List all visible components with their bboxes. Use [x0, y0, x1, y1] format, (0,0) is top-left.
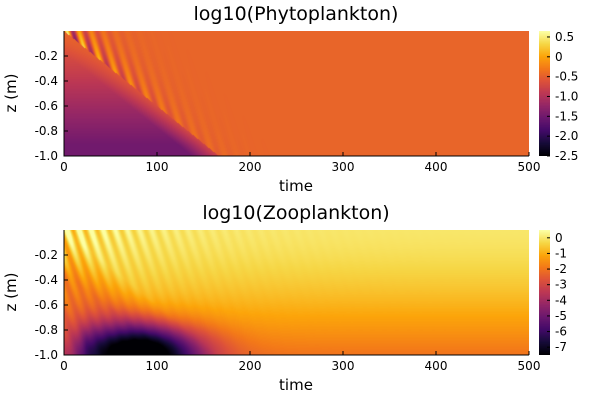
- zoo-colorbar: [539, 230, 550, 355]
- x-tick-label: 100: [146, 160, 169, 174]
- y-tick-label: -0.8: [35, 323, 58, 337]
- x-tick-label: 300: [332, 359, 355, 373]
- x-tick-label: 0: [60, 359, 68, 373]
- colorbar-tick-label: 0.5: [555, 30, 574, 44]
- colorbar-tick-label: -2.5: [555, 149, 578, 163]
- y-tick-label: -1.0: [35, 149, 58, 163]
- colorbar-tick-label: -6: [555, 325, 567, 339]
- zoo-x-ticks: 0 100 200 300 400 500: [60, 351, 540, 373]
- colorbar-tick-label: 0: [555, 50, 563, 64]
- y-tick-label: -0.4: [35, 74, 58, 88]
- colorbar-tick-label: -2.0: [555, 129, 578, 143]
- phyto-x-ticks: 0 100 200 300 400 500: [60, 152, 540, 174]
- colorbar-tick-label: -0.5: [555, 70, 578, 84]
- x-tick-label: 200: [239, 359, 262, 373]
- x-tick-label: 500: [518, 359, 541, 373]
- y-tick-label: -1.0: [35, 348, 58, 362]
- phyto-title: log10(Phytoplankton): [194, 3, 399, 25]
- zoo-heatmap: [64, 230, 529, 355]
- x-tick-label: 500: [518, 160, 541, 174]
- zoo-y-ticks: -0.2 -0.4 -0.6 -0.8 -1.0: [35, 248, 68, 362]
- zoo-panel: log10(Zooplankton) 0 100 200 300 400 500 -0.2…: [2, 202, 567, 394]
- y-tick-label: -0.6: [35, 298, 58, 312]
- x-tick-label: 400: [425, 359, 448, 373]
- x-tick-label: 200: [239, 160, 262, 174]
- zoo-xlabel: time: [279, 376, 313, 394]
- x-tick-label: 400: [425, 160, 448, 174]
- y-tick-label: -0.2: [35, 49, 58, 63]
- x-tick-label: 0: [60, 160, 68, 174]
- phyto-colorbar: [539, 31, 550, 156]
- y-tick-label: -0.2: [35, 248, 58, 262]
- colorbar-tick-label: -7: [555, 340, 567, 354]
- phyto-heatmap: [64, 31, 529, 156]
- colorbar-tick-label: -1.5: [555, 109, 578, 123]
- colorbar-tick-label: 0: [555, 231, 563, 245]
- zoo-ylabel: z (m): [2, 273, 20, 312]
- colorbar-tick-label: -1.0: [555, 89, 578, 103]
- phyto-ylabel: z (m): [2, 74, 20, 113]
- colorbar-tick-label: -4: [555, 293, 567, 307]
- colorbar-tick-label: -5: [555, 309, 567, 323]
- y-tick-label: -0.8: [35, 124, 58, 138]
- y-tick-label: -0.4: [35, 273, 58, 287]
- phyto-y-ticks: -0.2 -0.4 -0.6 -0.8 -1.0: [35, 49, 68, 163]
- zoo-colorbar-ticks: 0-1 -2 -3-4 -5 -6-7: [547, 231, 567, 354]
- colorbar-tick-label: -2: [555, 262, 567, 276]
- phyto-xlabel: time: [279, 177, 313, 195]
- colorbar-tick-label: -3: [555, 278, 567, 292]
- x-tick-label: 300: [332, 160, 355, 174]
- x-tick-label: 100: [146, 359, 169, 373]
- colorbar-tick-label: -1: [555, 246, 567, 260]
- phyto-panel: log10(Phytoplankton) 0 100 200 300 400 500 -0…: [2, 3, 578, 195]
- phyto-colorbar-ticks: 0.5 0 -0.5 -1.0 -1.5 -2.0 -2.5: [547, 30, 578, 163]
- y-tick-label: -0.6: [35, 99, 58, 113]
- zoo-title: log10(Zooplankton): [202, 202, 389, 224]
